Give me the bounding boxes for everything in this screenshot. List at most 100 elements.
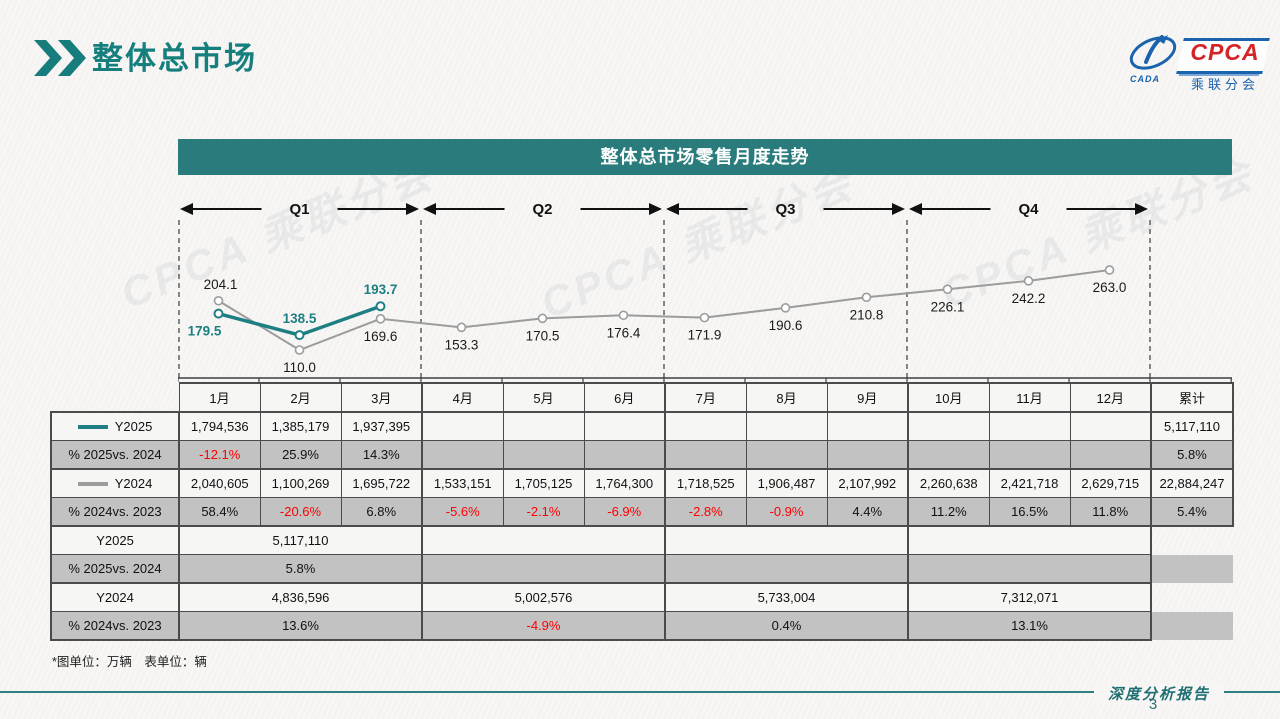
data-point (942, 284, 953, 295)
cada-swoosh-icon (1129, 35, 1177, 70)
table-cell: 1,705,125 (502, 468, 585, 498)
data-point (1023, 276, 1034, 286)
quarter-arrow-right (406, 203, 419, 215)
data-point (456, 322, 467, 333)
month-header-cell: 4月 (421, 382, 504, 413)
month-header-cell: 5月 (502, 382, 585, 413)
table-cell: 1,764,300 (583, 468, 666, 498)
data-label: 226.1 (931, 299, 965, 314)
row-label: Y2025 (50, 525, 180, 555)
quarter-cell (664, 525, 909, 555)
table-cell: 1,695,722 (340, 468, 423, 498)
table-cell: 1,100,269 (259, 468, 342, 498)
quarter-arrow-left (909, 203, 922, 215)
quarter-cell (421, 554, 666, 584)
table-cell (745, 440, 828, 470)
row-label: Y2024 (50, 468, 180, 498)
data-label: 110.0 (283, 360, 316, 375)
table-cell: 11.8% (1069, 497, 1152, 527)
data-point (213, 295, 224, 306)
data-point (375, 301, 386, 312)
quarter-label: Q1 (289, 201, 309, 218)
data-point (618, 310, 629, 321)
table-cell: -0.9% (745, 497, 828, 527)
row-label: % 2025vs. 2024 (50, 554, 180, 584)
table-cell (1069, 411, 1152, 441)
cpca-logo: CADA CPCA 乘联分会 (1128, 30, 1270, 92)
quarter-cell (907, 554, 1152, 584)
table-cell: -2.1% (502, 497, 585, 527)
data-label: 170.5 (526, 328, 560, 343)
data-point (294, 330, 305, 341)
cumulative-header-cell: 累计 (1150, 382, 1234, 413)
quarter-cell: 5,002,576 (421, 582, 666, 612)
data-point (861, 292, 872, 303)
row-label: % 2025vs. 2024 (50, 440, 180, 470)
row-label: % 2024vs. 2023 (50, 611, 180, 641)
data-label: 204.1 (204, 277, 238, 292)
month-header-cell: 7月 (664, 382, 747, 413)
table-cell (826, 411, 909, 441)
cada-text: CADA (1130, 74, 1160, 84)
quarter-cell: 4,836,596 (178, 582, 423, 612)
series-line-y2024 (217, 268, 1110, 352)
table-cell: 1,533,151 (421, 468, 504, 498)
quarter-label: Q4 (1018, 201, 1039, 218)
data-label: 242.2 (1012, 291, 1046, 306)
quarter-spacer (1151, 554, 1233, 583)
quarter-cell: 7,312,071 (907, 582, 1152, 612)
month-header-cell: 3月 (340, 382, 423, 413)
table-cell: 2,421,718 (988, 468, 1071, 498)
row-label: % 2024vs. 2023 (50, 497, 180, 527)
data-label: 210.8 (850, 307, 884, 322)
cumulative-cell: 5.8% (1150, 440, 1234, 470)
table-cell: 2,260,638 (907, 468, 990, 498)
data-label: 169.6 (364, 329, 398, 344)
table-cell: 11.2% (907, 497, 990, 527)
table-cell (1069, 440, 1152, 470)
unit-note: *图单位：万辆 表单位：辆 (52, 655, 207, 669)
month-header-cell: 1月 (178, 382, 261, 413)
month-header-cell: 9月 (826, 382, 909, 413)
table-cell: 1,718,525 (664, 468, 747, 498)
data-label: 179.5 (188, 324, 222, 339)
data-label: 263.0 (1093, 280, 1127, 295)
quarter-cell: 0.4% (664, 611, 909, 641)
quarter-arrow-left (423, 203, 436, 215)
data-label: 138.5 (283, 311, 317, 326)
month-header-cell: 10月 (907, 382, 990, 413)
quarter-cell: 13.1% (907, 611, 1152, 641)
data-label: 171.9 (688, 328, 722, 343)
data-point (537, 313, 548, 324)
table-cell: 58.4% (178, 497, 261, 527)
data-point (294, 345, 305, 355)
logo-acronym: CPCA (1190, 39, 1260, 65)
month-header-cell: 11月 (988, 382, 1071, 413)
table-cell (421, 440, 504, 470)
header-spacer (51, 383, 179, 412)
table-cell: -2.8% (664, 497, 747, 527)
data-point (699, 312, 710, 323)
quarter-spacer (1151, 526, 1233, 555)
quarter-cell (421, 525, 666, 555)
table-cell: 1,906,487 (745, 468, 828, 498)
legend-line-swatch (77, 424, 108, 429)
quarter-cell: 13.6% (178, 611, 423, 641)
cumulative-cell: 5,117,110 (1150, 411, 1234, 441)
quarter-label: Q3 (775, 201, 795, 218)
quarter-spacer (1151, 611, 1233, 640)
data-point (1104, 265, 1115, 275)
table-cell: 1,385,179 (259, 411, 342, 441)
table-cell (664, 440, 747, 470)
data-point (375, 314, 386, 324)
quarter-cell (907, 525, 1152, 555)
data-point (213, 308, 224, 319)
quarter-arrow-left (666, 203, 679, 215)
table-cell: 16.5% (988, 497, 1071, 527)
month-header-cell: 8月 (745, 382, 828, 413)
quarter-cell: 5.8% (178, 554, 423, 584)
table-cell: 2,107,992 (826, 468, 909, 498)
data-label: 153.3 (445, 337, 479, 352)
legend-line-swatch (77, 481, 108, 486)
data-point (780, 303, 791, 313)
